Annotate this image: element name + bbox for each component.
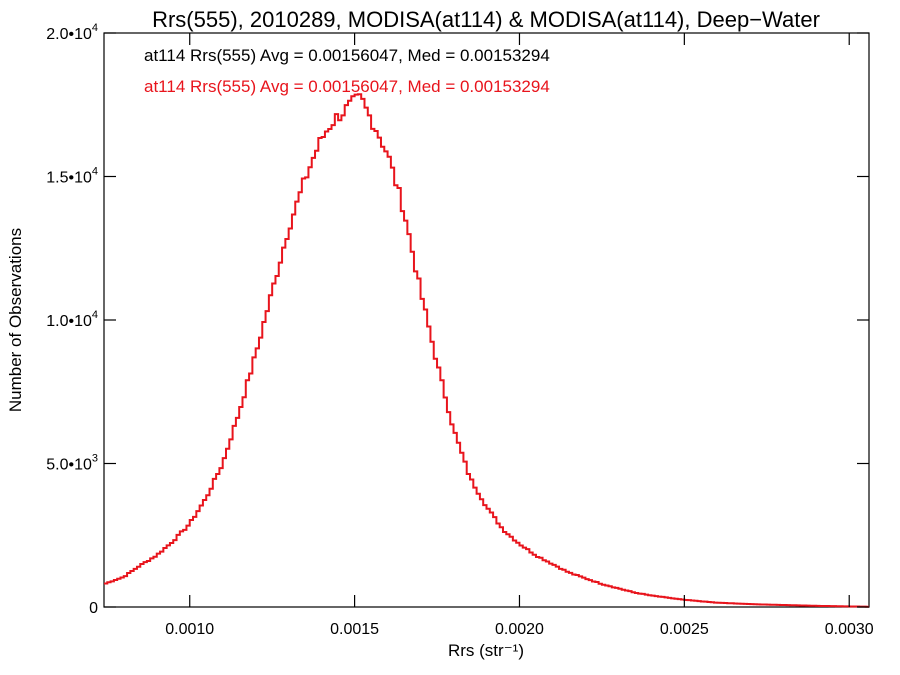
chart-title: Rrs(555), 2010289, MODISA(at114) & MODIS…	[152, 7, 820, 32]
x-axis-label: Rrs (str⁻¹)	[448, 641, 524, 660]
x-tick-label: 0.0025	[660, 621, 709, 638]
x-tick-label: 0.0015	[330, 621, 379, 638]
y-axis-ticks: 0 5.0•103 1.0•104 1.5•104 2.0•104	[46, 22, 869, 617]
x-tick-label: 0.0010	[165, 621, 214, 638]
y-axis-label: Number of Observations	[6, 228, 25, 412]
y-tick-label: 1.0•104	[46, 309, 98, 330]
annotation-red: at114 Rrs(555) Avg = 0.00156047, Med = 0…	[144, 77, 550, 96]
plot-area	[103, 32, 870, 608]
x-tick-label: 0.0020	[495, 621, 544, 638]
x-axis-ticks: 0.0010 0.0015 0.0020 0.0025 0.0030	[165, 33, 874, 638]
plot-frame	[103, 32, 870, 608]
x-tick-label: 0.0030	[825, 621, 874, 638]
annotation-black: at114 Rrs(555) Avg = 0.00156047, Med = 0…	[144, 46, 550, 65]
y-tick-label: 0	[89, 600, 98, 617]
y-tick-label: 1.5•104	[46, 166, 98, 187]
y-tick-label: 5.0•103	[46, 453, 98, 474]
histogram-series-line	[104, 93, 869, 608]
y-tick-label: 2.0•104	[46, 22, 98, 43]
